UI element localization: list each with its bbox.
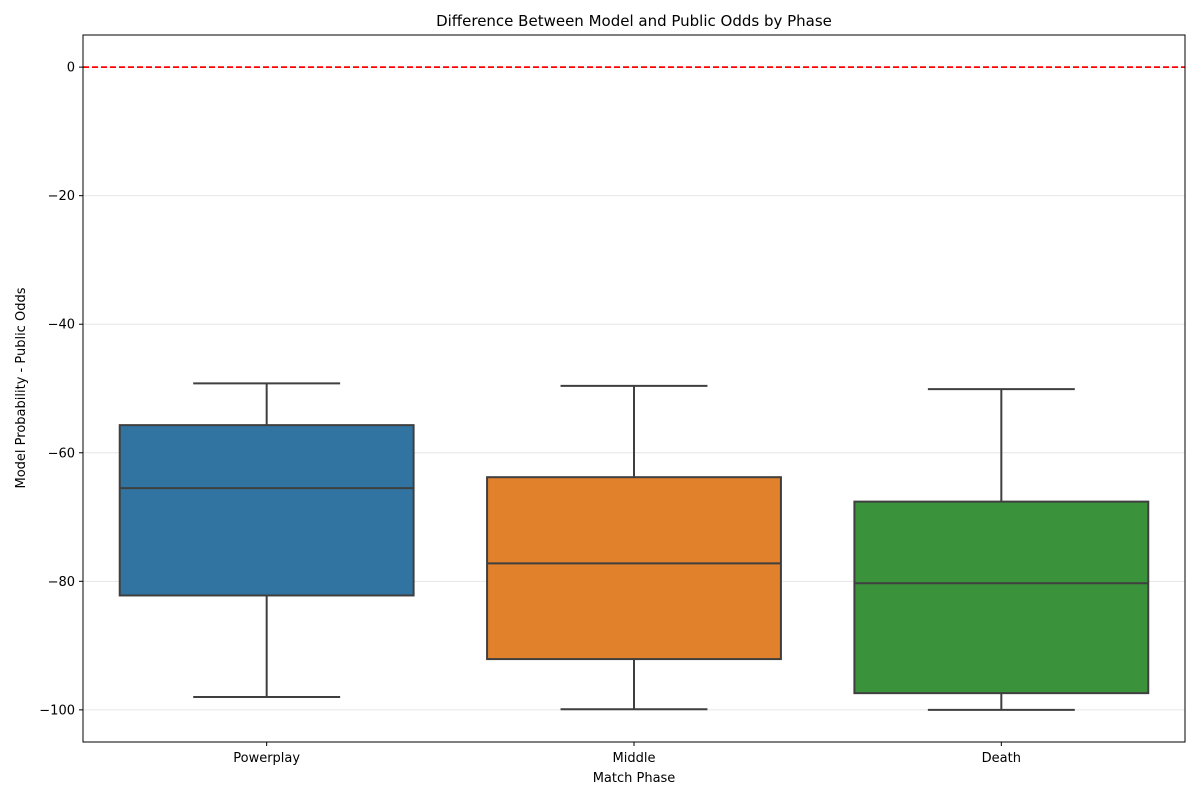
y-axis-label: Model Probability - Public Odds [14,287,29,488]
y-tick-label: −20 [48,189,75,204]
x-tick-label: Death [982,751,1021,766]
iqr-box [853,500,1150,695]
x-tick-label: Middle [613,751,656,766]
y-tick-label: −60 [48,446,75,461]
x-axis-ticks: Powerplay Middle Death [233,742,1021,766]
x-tick-label: Powerplay [233,751,300,766]
y-tick-label: 0 [67,61,75,76]
x-axis-label: Match Phase [593,771,676,786]
y-axis-ticks: 0 −20 −40 −60 −80 −100 [39,61,83,718]
y-tick-label: −80 [48,575,75,590]
iqr-box [486,476,782,661]
boxes-layer [118,382,1150,711]
box-death [853,388,1150,711]
chart-title: Difference Between Model and Public Odds… [436,12,832,30]
y-tick-label: −40 [48,318,75,333]
box-middle [486,384,782,711]
y-tick-label: −100 [39,703,75,718]
box-powerplay [118,382,415,699]
iqr-box [118,424,415,597]
